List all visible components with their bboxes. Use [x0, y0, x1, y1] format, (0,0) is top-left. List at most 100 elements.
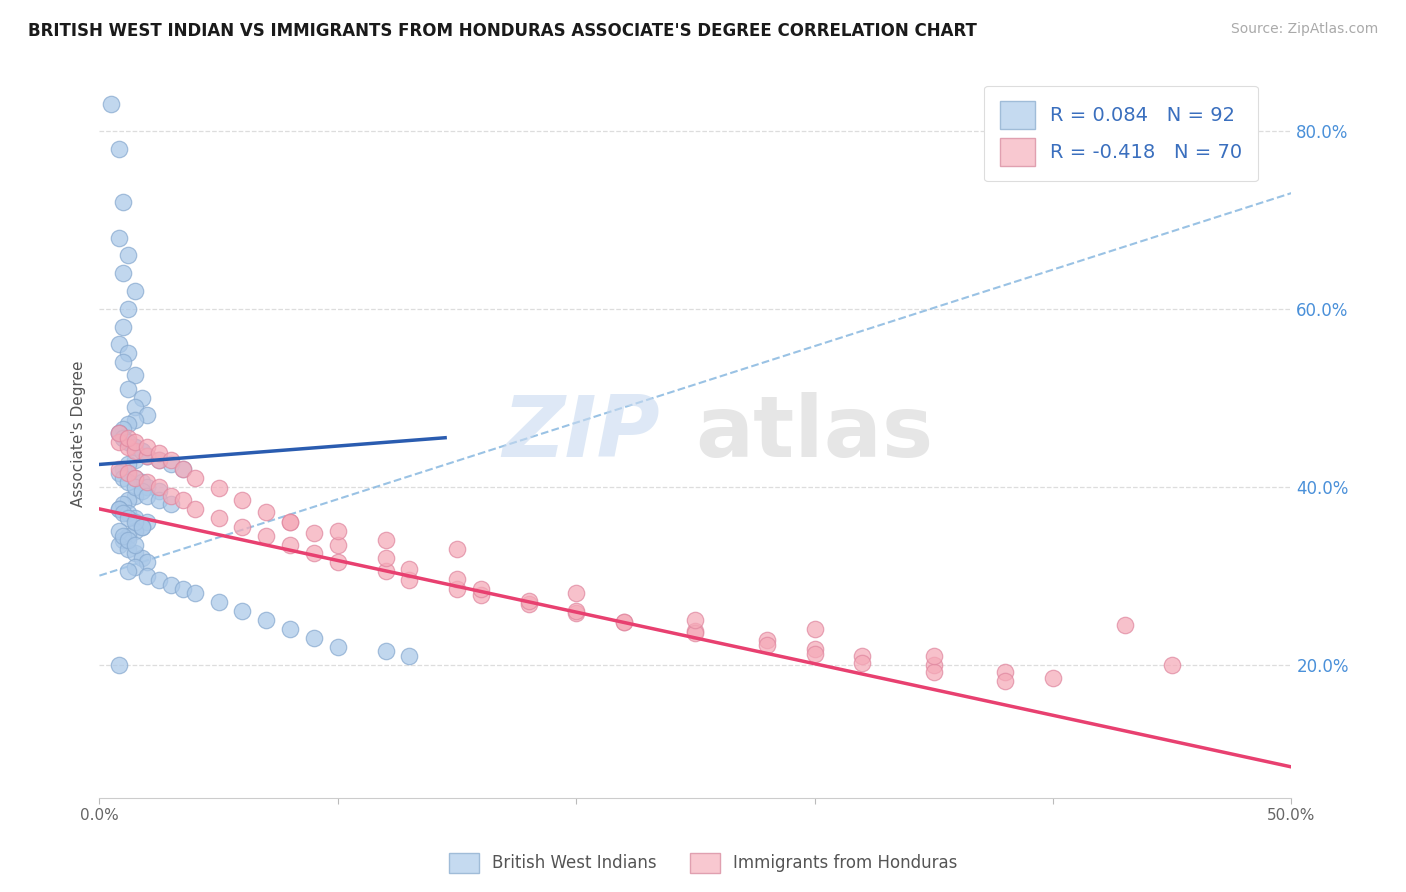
Point [374, 533, 396, 547]
Point [136, 449, 159, 463]
Point [117, 248, 139, 262]
Text: ZIP: ZIP [502, 392, 659, 475]
Point [117, 541, 139, 556]
Point [148, 446, 170, 460]
Point [565, 604, 588, 618]
Point [136, 440, 159, 454]
Point [117, 533, 139, 547]
Point [565, 586, 588, 600]
Point [184, 502, 207, 516]
Point [148, 453, 170, 467]
Point [117, 511, 139, 525]
Point [124, 511, 146, 525]
Point [446, 582, 468, 596]
Point [184, 471, 207, 485]
Point [131, 550, 153, 565]
Legend: R = 0.084   N = 92, R = -0.418   N = 70: R = 0.084 N = 92, R = -0.418 N = 70 [984, 86, 1258, 181]
Point [107, 657, 129, 672]
Text: Source: ZipAtlas.com: Source: ZipAtlas.com [1230, 22, 1378, 37]
Point [398, 561, 420, 575]
Point [994, 665, 1017, 679]
Point [517, 597, 540, 611]
Point [124, 284, 146, 298]
Point [124, 440, 146, 454]
Point [112, 528, 135, 542]
Point [278, 515, 301, 529]
Point [136, 489, 159, 503]
Point [117, 467, 139, 481]
Point [398, 573, 420, 587]
Point [124, 413, 146, 427]
Point [302, 631, 325, 645]
Point [117, 564, 139, 578]
Point [148, 493, 170, 508]
Point [107, 426, 129, 441]
Point [254, 613, 277, 627]
Y-axis label: Associate's Degree: Associate's Degree [72, 360, 86, 507]
Point [131, 519, 153, 533]
Point [107, 537, 129, 551]
Point [326, 524, 349, 538]
Point [117, 301, 139, 316]
Point [112, 194, 135, 209]
Point [994, 673, 1017, 688]
Point [107, 524, 129, 538]
Point [184, 586, 207, 600]
Point [565, 606, 588, 620]
Point [446, 541, 468, 556]
Point [131, 444, 153, 458]
Point [112, 431, 135, 445]
Point [131, 475, 153, 490]
Point [107, 462, 129, 476]
Point [302, 525, 325, 540]
Point [613, 615, 636, 629]
Point [148, 480, 170, 494]
Point [117, 507, 139, 521]
Point [517, 593, 540, 607]
Point [117, 382, 139, 396]
Point [124, 400, 146, 414]
Point [326, 537, 349, 551]
Point [124, 471, 146, 485]
Point [117, 440, 139, 454]
Point [107, 502, 129, 516]
Point [107, 467, 129, 481]
Point [208, 595, 231, 609]
Point [117, 431, 139, 445]
Point [231, 493, 253, 508]
Point [231, 604, 253, 618]
Point [208, 482, 231, 496]
Point [117, 435, 139, 450]
Point [112, 471, 135, 485]
Point [922, 665, 945, 679]
Point [851, 648, 873, 663]
Text: BRITISH WEST INDIAN VS IMMIGRANTS FROM HONDURAS ASSOCIATE'S DEGREE CORRELATION C: BRITISH WEST INDIAN VS IMMIGRANTS FROM H… [28, 22, 977, 40]
Point [374, 644, 396, 658]
Text: atlas: atlas [696, 392, 934, 475]
Point [124, 435, 146, 450]
Point [922, 657, 945, 672]
Point [160, 453, 183, 467]
Point [124, 444, 146, 458]
Point [278, 515, 301, 529]
Point [231, 519, 253, 533]
Point [470, 582, 492, 596]
Point [326, 640, 349, 654]
Point [124, 368, 146, 383]
Point [136, 475, 159, 490]
Point [278, 537, 301, 551]
Point [755, 632, 778, 647]
Point [851, 656, 873, 670]
Point [803, 647, 825, 661]
Point [124, 537, 146, 551]
Point [131, 391, 153, 405]
Point [755, 638, 778, 652]
Point [124, 515, 146, 529]
Point [112, 498, 135, 512]
Point [136, 515, 159, 529]
Legend: British West Indians, Immigrants from Honduras: British West Indians, Immigrants from Ho… [441, 847, 965, 880]
Point [112, 266, 135, 280]
Point [1042, 671, 1064, 685]
Point [124, 489, 146, 503]
Point [112, 319, 135, 334]
